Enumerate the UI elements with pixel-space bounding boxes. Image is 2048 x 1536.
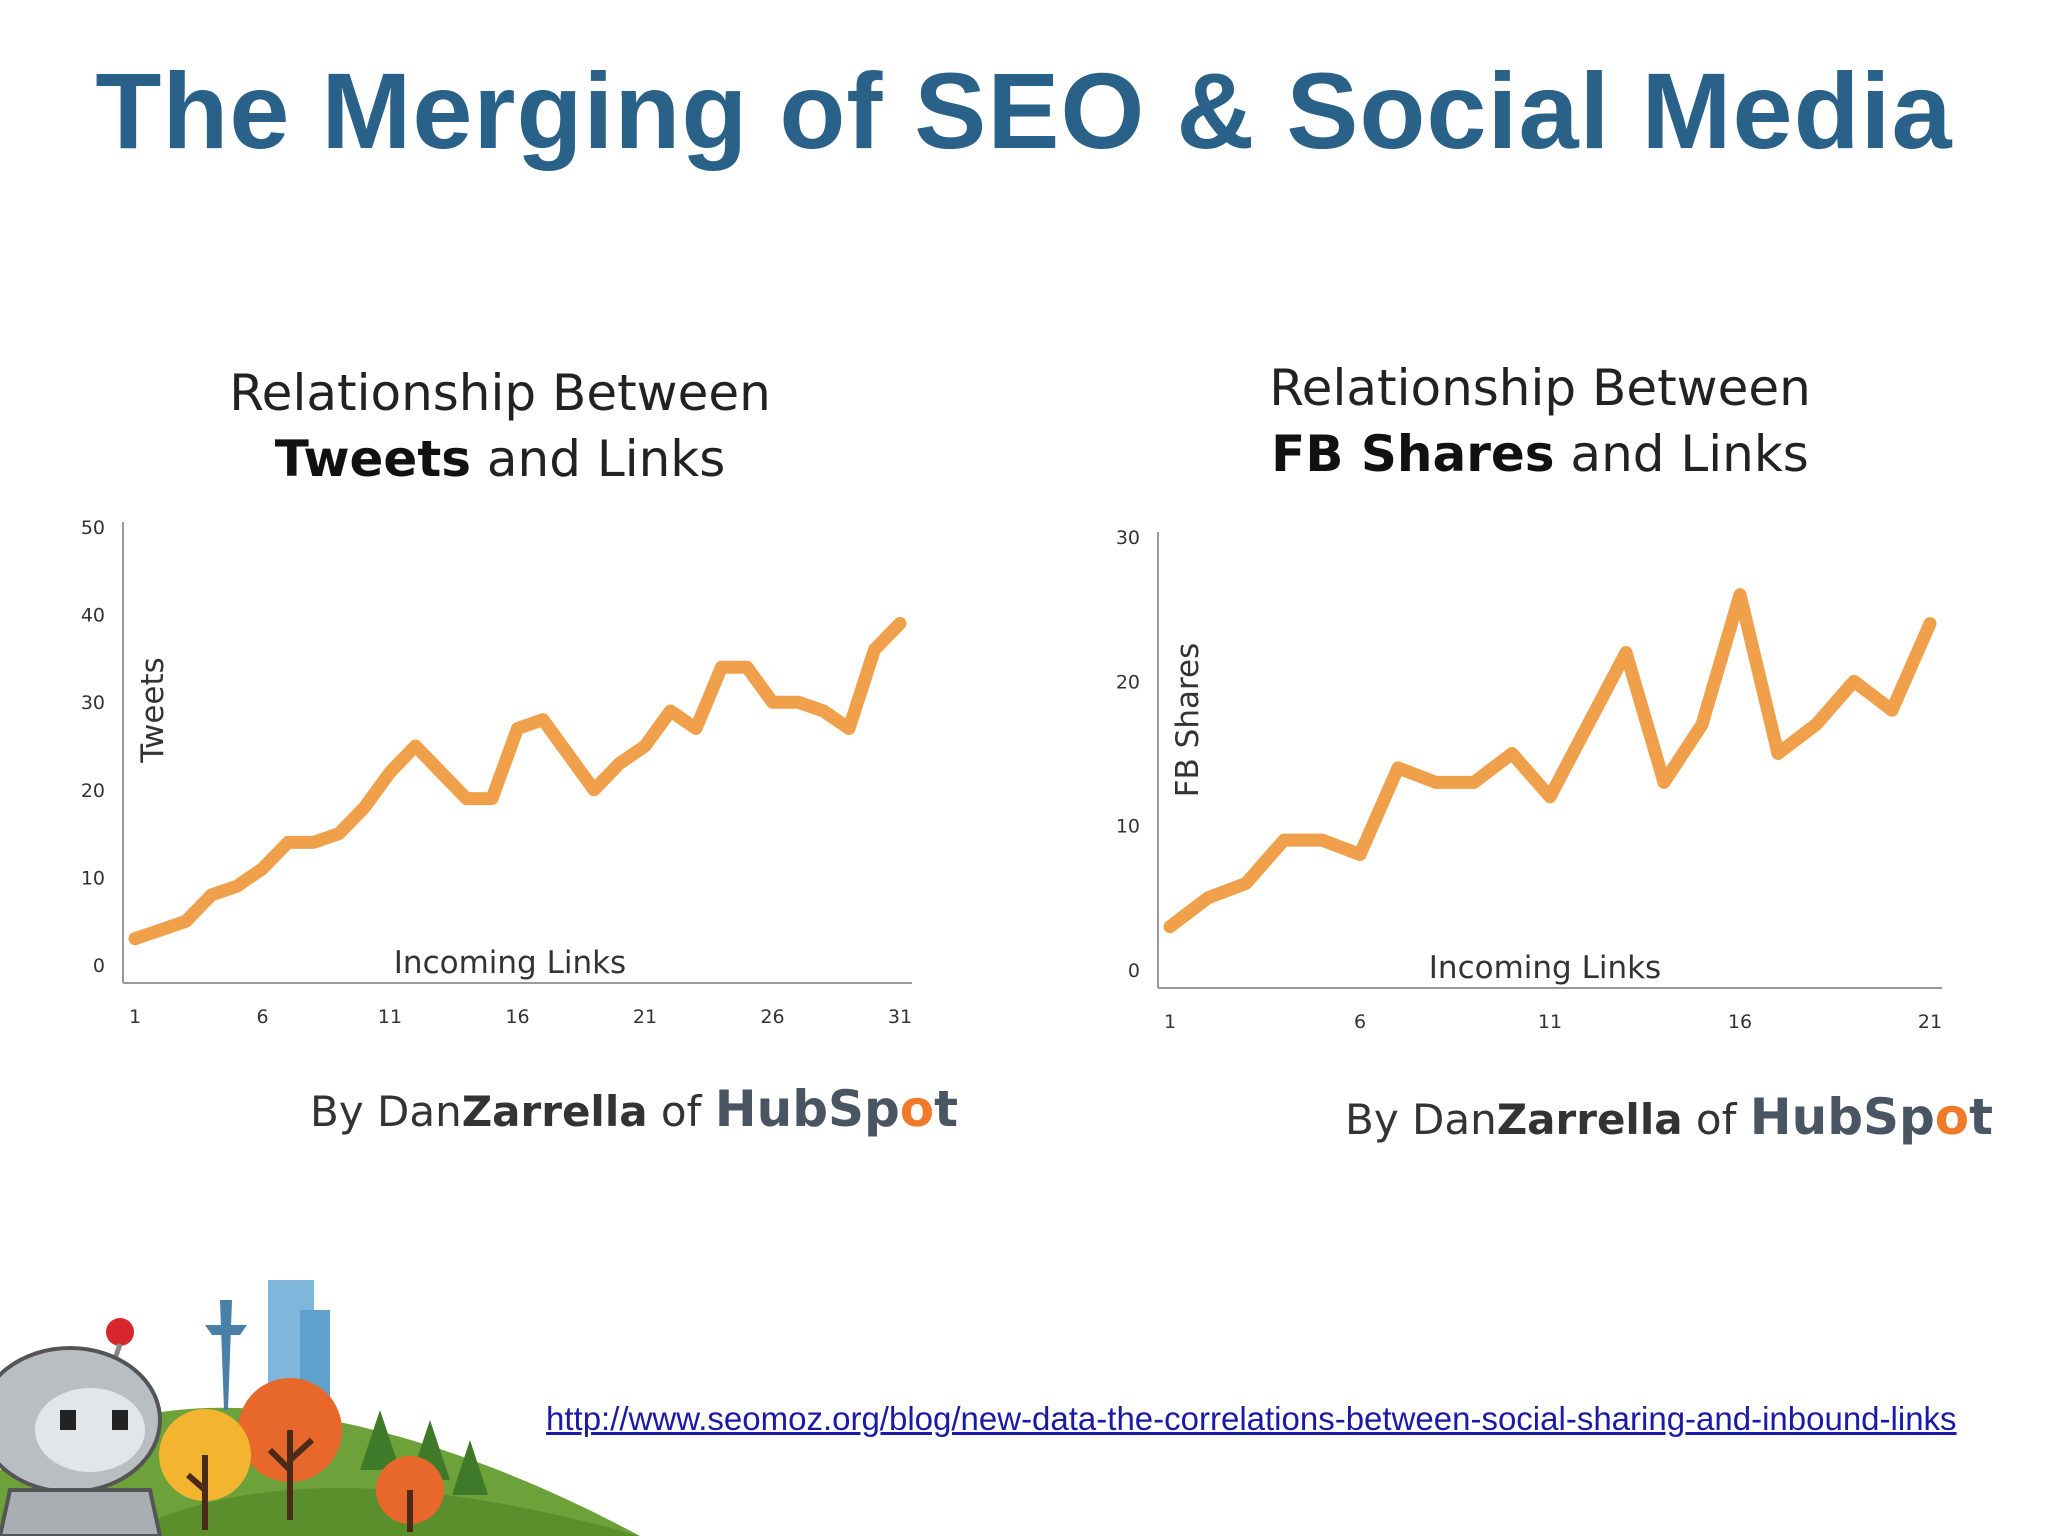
credit-fb: By DanZarrella of HubSpot — [1345, 1088, 1993, 1146]
robot-body-icon — [0, 1488, 163, 1536]
x-tick-label: 1 — [129, 1006, 141, 1028]
chart-title-bold: FB Shares — [1271, 425, 1555, 483]
chart-title-rest: and Links — [471, 430, 726, 488]
y-tick-label: 30 — [81, 692, 105, 714]
x-axis-label: Incoming Links — [1429, 950, 1661, 986]
credit-of: of — [647, 1087, 715, 1136]
credit-author: Zarrella — [461, 1087, 648, 1136]
credit-tweets: By DanZarrella of HubSpot — [310, 1080, 958, 1138]
y-tick-label: 20 — [1116, 671, 1140, 693]
hubspot-suffix: t — [1969, 1088, 1994, 1146]
series-line — [128, 616, 907, 946]
series-line — [1163, 588, 1937, 934]
hubspot-logo: HubSpot — [715, 1080, 958, 1138]
slide-title: The Merging of SEO & Social Media — [95, 50, 1953, 171]
x-tick-label: 26 — [760, 1006, 784, 1028]
hubspot-suffix: t — [934, 1080, 959, 1138]
hill-shade-shape — [120, 1488, 640, 1536]
robot-eye-icon — [60, 1410, 76, 1430]
hubspot-prefix: HubSp — [714, 1080, 900, 1138]
chart-title-line2: FB Shares and Links — [1190, 421, 1890, 487]
pine-tree-icon — [360, 1410, 400, 1470]
x-tick-label: 21 — [633, 1006, 657, 1028]
hubspot-prefix: HubSp — [1749, 1088, 1935, 1146]
x-tick-label: 31 — [888, 1006, 912, 1028]
credit-by: By Dan — [310, 1087, 462, 1136]
chart-title-bold: Tweets — [274, 430, 471, 488]
hubspot-o-icon: o — [899, 1080, 935, 1138]
y-tick-label: 0 — [93, 955, 105, 977]
y-tick-label: 40 — [81, 605, 105, 627]
x-tick-label: 11 — [1538, 1011, 1562, 1033]
chart-title-line1: Relationship Between — [1269, 359, 1811, 417]
y-axis-label: Tweets — [135, 657, 171, 764]
y-tick-label: 10 — [1116, 816, 1140, 838]
tree-trunk-shape — [186, 1430, 413, 1532]
robot-face-icon — [35, 1388, 145, 1472]
credit-author: Zarrella — [1496, 1095, 1683, 1144]
x-tick-label: 21 — [1918, 1011, 1942, 1033]
x-tick-label: 1 — [1164, 1011, 1176, 1033]
hubspot-logo: HubSpot — [1750, 1088, 1993, 1146]
y-tick-label: 0 — [1128, 960, 1140, 982]
y-tick-label: 20 — [81, 780, 105, 802]
hubspot-o-icon: o — [1934, 1088, 1970, 1146]
x-tick-label: 11 — [378, 1006, 402, 1028]
chart-title-tweets: Relationship Between Tweets and Links — [150, 360, 850, 492]
source-link[interactable]: http://www.seomoz.org/blog/new-data-the-… — [546, 1400, 1957, 1437]
robot-antenna-ball-icon — [106, 1318, 134, 1346]
space-needle-icon — [205, 1300, 247, 1410]
seattle-scene-illustration — [0, 1280, 640, 1536]
y-tick-label: 50 — [81, 517, 105, 539]
chart-title-fb: Relationship Between FB Shares and Links — [1190, 355, 1890, 487]
x-tick-label: 6 — [1354, 1011, 1366, 1033]
chart-title-rest: and Links — [1554, 425, 1809, 483]
credit-of: of — [1682, 1095, 1750, 1144]
chart-title-line1: Relationship Between — [229, 364, 771, 422]
y-tick-label: 30 — [1116, 527, 1140, 549]
x-tick-label: 16 — [1728, 1011, 1752, 1033]
credit-by: By Dan — [1345, 1095, 1497, 1144]
x-axis-label: Incoming Links — [394, 945, 626, 981]
x-tick-label: 16 — [505, 1006, 529, 1028]
y-tick-label: 10 — [81, 867, 105, 889]
y-axis-label: FB Shares — [1170, 643, 1206, 798]
robot-eye-icon — [112, 1410, 128, 1430]
x-tick-label: 6 — [256, 1006, 268, 1028]
chart-title-line2: Tweets and Links — [150, 426, 850, 492]
robot-mascot-icon — [0, 1318, 163, 1536]
pine-tree-icon — [452, 1440, 488, 1495]
